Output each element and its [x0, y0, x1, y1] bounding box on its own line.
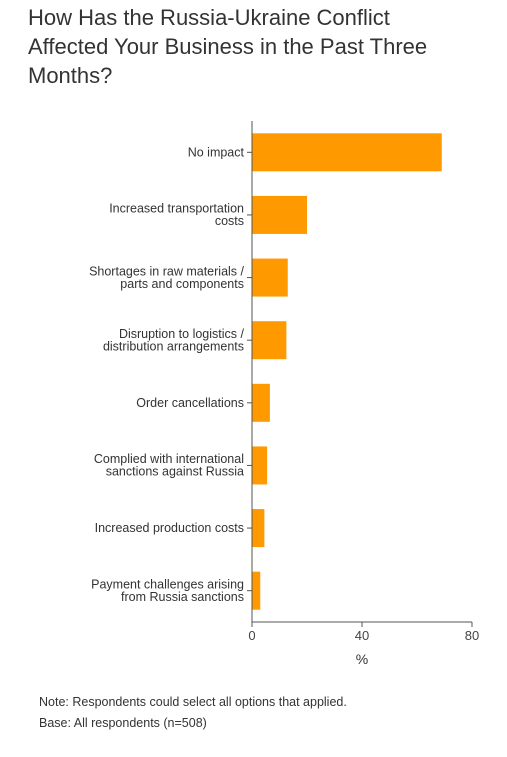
bar-1: [252, 195, 307, 234]
bar-2: [252, 258, 288, 297]
x-axis-title: %: [356, 651, 368, 667]
bar-5: [252, 446, 268, 485]
category-label-7-line-0: Payment challenges arising: [91, 577, 244, 591]
category-label-7-line-1: from Russia sanctions: [121, 590, 244, 604]
category-label-5: Complied with international sanctions aga…: [94, 452, 244, 479]
category-label-2-line-1: parts and components: [120, 277, 244, 291]
category-label-1: Increased transportation costs: [109, 202, 244, 229]
chart-title: How Has the Russia-Ukraine Conflict Affe…: [28, 5, 428, 88]
category-label-4: Order cancellations: [136, 396, 244, 410]
bars-layer: [252, 133, 442, 610]
x-tick-label-1: 40: [355, 628, 369, 643]
category-label-5-line-1: sanctions against Russia: [106, 465, 244, 479]
category-label-3-line-1: distribution arrangements: [103, 339, 244, 353]
category-label-6: Increased production costs: [95, 521, 244, 535]
category-label-3: Disruption to logistics / distribution ar…: [103, 327, 245, 354]
x-tick-label-0: 0: [248, 628, 255, 643]
bar-6: [252, 509, 265, 548]
base-text: Base: All respondents (n=508): [39, 716, 207, 730]
category-label-2-line-0: Shortages in raw materials /: [89, 264, 244, 278]
bar-0: [252, 133, 442, 172]
category-label-3-line-0: Disruption to logistics /: [119, 327, 245, 341]
x-tick-label-2: 80: [465, 628, 479, 643]
category-label-4-line-0: Order cancellations: [136, 396, 244, 410]
category-label-2: Shortages in raw materials / parts and co…: [89, 264, 244, 291]
category-label-1-line-0: Increased transportation: [109, 202, 244, 216]
bar-4: [252, 383, 270, 422]
category-label-6-line-0: Increased production costs: [95, 521, 244, 535]
labels-layer: No impact Increased transportation costs Sh…: [89, 145, 479, 667]
bar-chart: No impact Increased transportation costs Sh…: [89, 121, 479, 667]
category-label-7: Payment challenges arising from Russia sa…: [91, 577, 244, 604]
bar-3: [252, 321, 287, 360]
category-label-0-line-0: No impact: [188, 145, 245, 159]
category-label-1-line-1: costs: [215, 214, 244, 228]
axis-layer: [247, 121, 473, 627]
bar-7: [252, 571, 261, 610]
category-label-5-line-0: Complied with international: [94, 452, 244, 466]
category-label-0: No impact: [188, 145, 245, 159]
note-text: Note: Respondents could select all optio…: [39, 695, 347, 709]
